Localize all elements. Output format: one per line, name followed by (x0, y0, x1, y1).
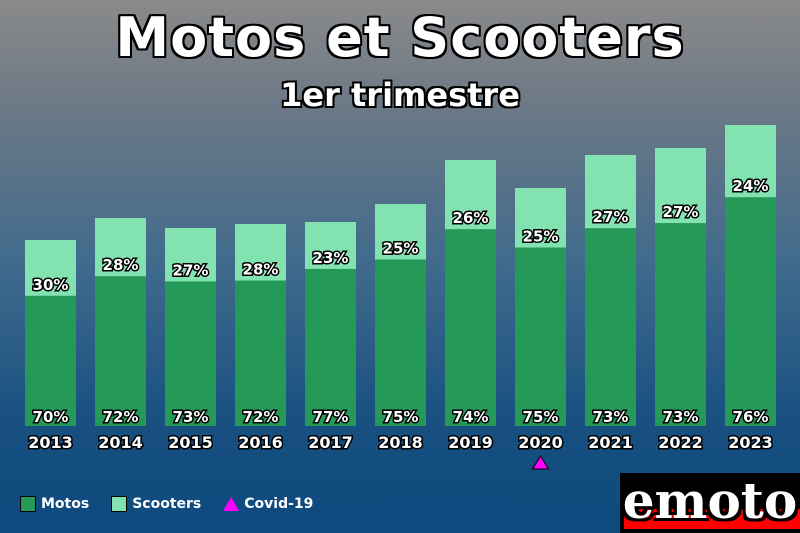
data-label-motos-2013: 70% (33, 408, 69, 426)
data-label-motos-2015: 73% (173, 408, 209, 426)
bar-scooters-2023 (725, 125, 776, 198)
legend-item-covid: Covid-19 (223, 496, 313, 512)
bar-motos-2020 (515, 247, 566, 426)
x-tick-label-2013: 2013 (28, 433, 73, 452)
data-label-scooters-2019: 26% (453, 209, 489, 227)
bar-scooters-2018 (375, 204, 426, 260)
legend-swatch-motos (20, 496, 36, 512)
legend-swatch-scooters (111, 496, 128, 512)
logo-wordmark: emoto (622, 471, 798, 530)
bar-motos-2018 (375, 259, 426, 426)
bar-scooters-2017 (305, 222, 356, 269)
data-label-scooters-2018: 25% (383, 240, 419, 258)
logo-red-band (624, 509, 800, 529)
x-tick-label-2018: 2018 (378, 433, 423, 452)
x-tick-label-2022: 2022 (658, 433, 703, 452)
bar-motos-2015 (165, 281, 216, 426)
bar-motos-2021 (585, 228, 636, 426)
bar-motos-2014 (95, 276, 146, 426)
bar-motos-2023 (725, 197, 776, 426)
data-label-motos-2019: 74% (453, 408, 489, 426)
covid-marker-icon (531, 455, 550, 470)
legend-triangle-icon (223, 497, 240, 511)
x-tick-label-2023: 2023 (728, 433, 773, 452)
data-label-scooters-2015: 27% (173, 261, 209, 279)
bar-scooters-2014 (95, 218, 146, 277)
chart-subtitle: 1er trimestre (280, 76, 520, 114)
bar-motos-2017 (305, 268, 356, 426)
bar-motos-2019 (445, 229, 496, 426)
data-label-scooters-2013: 30% (33, 276, 69, 294)
x-tick-label-2019: 2019 (448, 433, 493, 452)
bar-motos-2016 (235, 280, 286, 426)
data-label-scooters-2020: 25% (523, 228, 559, 246)
bar-scooters-2022 (655, 148, 706, 224)
legend-label-scooters: Scooters (132, 496, 202, 512)
chart-title: Motos et Scooters (115, 6, 685, 69)
data-label-scooters-2016: 28% (243, 261, 279, 279)
bar-scooters-2013 (25, 240, 76, 296)
bar-motos-2022 (655, 223, 706, 426)
bar-scooters-2019 (445, 160, 496, 230)
legend-item-scooters: Scooters (111, 496, 201, 512)
bar-scooters-2016 (235, 224, 286, 281)
data-label-motos-2016: 72% (243, 408, 279, 426)
data-label-motos-2017: 77% (313, 408, 349, 426)
bar-scooters-2021 (585, 155, 636, 229)
x-tick-label-2021: 2021 (588, 433, 633, 452)
legend-item-motos: Motos (20, 496, 89, 512)
data-label-scooters-2021: 27% (593, 208, 629, 226)
bar-scooters-2015 (165, 228, 216, 282)
x-tick-label-2015: 2015 (168, 433, 213, 452)
legend: Motos Scooters Covid-19 (20, 496, 335, 512)
bar-scooters-2020 (515, 188, 566, 248)
legend-label-motos: Motos (41, 496, 90, 512)
bar-motos-2013 (25, 295, 76, 426)
data-label-motos-2020: 75% (523, 408, 559, 426)
legend-label-covid: Covid-19 (244, 496, 314, 512)
data-label-scooters-2022: 27% (663, 203, 699, 221)
x-tick-label-2016: 2016 (238, 433, 283, 452)
x-tick-label-2014: 2014 (98, 433, 143, 452)
x-tick-label-2020: 2020 (518, 433, 563, 452)
data-label-scooters-2023: 24% (733, 177, 769, 195)
data-label-motos-2014: 72% (103, 408, 139, 426)
data-label-motos-2018: 75% (383, 408, 419, 426)
x-tick-label-2017: 2017 (308, 433, 353, 452)
emoto-logo: emoto (620, 471, 800, 533)
data-label-scooters-2014: 28% (103, 256, 139, 274)
data-label-motos-2022: 73% (663, 408, 699, 426)
data-label-motos-2023: 76% (733, 408, 769, 426)
data-label-motos-2021: 73% (593, 408, 629, 426)
data-label-scooters-2017: 23% (313, 249, 349, 267)
